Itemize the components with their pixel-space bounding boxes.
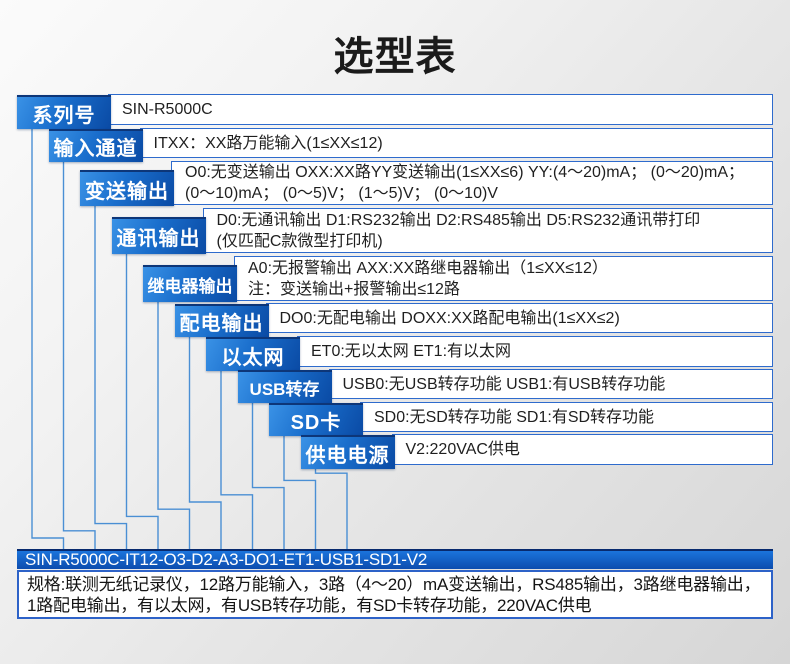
row-box-sd-card: SD0:无SD转存功能 SD1:有SD转存功能: [360, 402, 773, 432]
connector-line: [283, 432, 317, 550]
connector-line: [220, 367, 254, 550]
row-box-input-channels: ITXX：XX路万能输入(1≤XX≤12): [139, 128, 773, 158]
connector-line: [31, 125, 65, 550]
row-text: 注：变送输出+报警输出≤12路: [248, 280, 460, 298]
row-box-usb-transfer: USB0:无USB转存功能 USB1:有USB转存功能: [328, 369, 773, 399]
row-label-transmitter-output: 变送输出: [80, 170, 174, 206]
row-label-power-supply: 供电电源: [300, 435, 395, 469]
row-text: DO0:无配电输出 DOXX:XX路配电输出(1≤XX≤2): [279, 309, 620, 327]
connector-line: [94, 205, 128, 550]
connector-line: [125, 253, 159, 550]
connector-line: [62, 158, 96, 550]
row-label-relay-output: 继电器输出: [143, 265, 237, 302]
row-box-series-number: SIN-R5000C: [108, 94, 773, 125]
row-label-series-number: 系列号: [17, 95, 111, 129]
row-text: ET0:无以太网 ET1:有以太网: [311, 343, 512, 360]
row-label-communication-output: 通讯输出: [111, 217, 206, 254]
row-box-transmitter-output: O0:无变送输出 OXX:XX路YY变送输出(1≤XX≤6) YY:(4～20)…: [171, 161, 773, 205]
row-text: O0:无变送输出 OXX:XX路YY变送输出(1≤XX≤6) YY:(4～20)…: [185, 164, 745, 181]
row-text: D0:无通讯输出 D1:RS232输出 D2:RS485输出 D5:RS232通…: [216, 211, 701, 229]
row-box-communication-output: D0:无通讯输出 D1:RS232输出 D2:RS485输出 D5:RS232通…: [202, 208, 773, 253]
row-box-distribution-output: DO0:无配电输出 DOXX:XX路配电输出(1≤XX≤2): [265, 303, 773, 333]
row-text: (仅匹配C款微型打印机): [216, 232, 383, 250]
connector-line: [188, 333, 222, 550]
connector-line: [251, 399, 285, 550]
row-text: USB0:无USB转存功能 USB1:有USB转存功能: [342, 375, 666, 393]
row-box-power-supply: V2:220VAC供电: [391, 434, 773, 465]
row-text: SD0:无SD转存功能 SD1:有SD转存功能: [374, 408, 655, 426]
spec-description: 规格:联测无纸记录仪，12路万能输入，3路（4～20）mA变送输出，RS485输…: [17, 570, 773, 619]
connector-line: [157, 301, 191, 550]
row-label-input-channels: 输入通道: [48, 129, 143, 162]
row-box-ethernet: ET0:无以太网 ET1:有以太网: [297, 336, 773, 367]
row-label-usb-transfer: USB转存: [237, 370, 332, 403]
row-text: ITXX：XX路万能输入(1≤XX≤12): [153, 134, 383, 152]
row-box-relay-output: A0:无报警输出 AXX:XX路继电器输出（1≤XX≤12） 注：变送输出+报警输…: [234, 256, 773, 301]
connector-line: [314, 465, 348, 550]
page-title: 选型表: [333, 35, 457, 79]
row-label-sd-card: SD卡: [269, 403, 363, 436]
row-text: (0～10)mA； (0～5)V； (1～5)V； (0～10)V: [185, 185, 498, 202]
row-label-distribution-output: 配电输出: [174, 304, 269, 337]
row-label-ethernet: 以太网: [206, 337, 300, 371]
model-code-bar: SIN-R5000C-IT12-O3-D2-A3-DO1-ET1-USB1-SD…: [17, 549, 773, 569]
row-text: V2:220VAC供电: [405, 441, 520, 458]
row-text: SIN-R5000C: [122, 101, 213, 118]
row-text: A0:无报警输出 AXX:XX路继电器输出（1≤XX≤12）: [248, 259, 608, 277]
